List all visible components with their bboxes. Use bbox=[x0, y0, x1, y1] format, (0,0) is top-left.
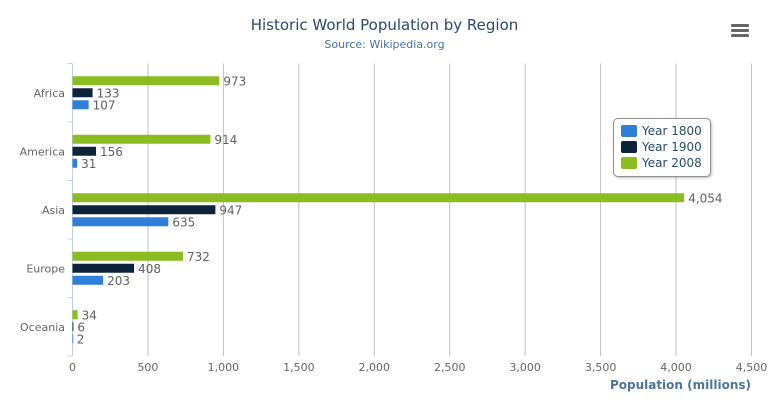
legend-swatch bbox=[621, 157, 637, 169]
x-tick-label: 2,000 bbox=[359, 361, 391, 374]
legend-swatch bbox=[621, 125, 637, 137]
bar bbox=[72, 193, 685, 203]
x-tick-label: 3,500 bbox=[585, 361, 617, 374]
bar bbox=[72, 251, 183, 261]
data-label: 2 bbox=[77, 332, 85, 346]
legend-item[interactable]: Year 2008 bbox=[621, 155, 710, 171]
chart-title: Historic World Population by Region bbox=[250, 16, 519, 34]
legend-swatch bbox=[621, 141, 637, 153]
data-label: 635 bbox=[172, 215, 195, 229]
x-tick-label: 3,000 bbox=[509, 361, 541, 374]
data-label: 133 bbox=[97, 86, 120, 100]
legend-item[interactable]: Year 1900 bbox=[621, 139, 710, 155]
x-tick-label: 1,500 bbox=[283, 361, 315, 374]
data-label: 156 bbox=[100, 145, 123, 159]
bar bbox=[72, 158, 78, 168]
data-label: 107 bbox=[93, 98, 116, 112]
data-label: 6 bbox=[77, 320, 85, 334]
bar bbox=[72, 134, 211, 144]
legend-label: Year 1900 bbox=[642, 140, 702, 154]
legend-label: Year 1800 bbox=[642, 124, 702, 138]
x-tick-label: 0 bbox=[69, 361, 76, 374]
data-label: 947 bbox=[219, 203, 242, 217]
legend: Year 1800 Year 1900 Year 2008 bbox=[613, 118, 711, 177]
data-label: 732 bbox=[187, 250, 210, 264]
bar bbox=[72, 88, 93, 98]
legend-label: Year 2008 bbox=[642, 156, 702, 170]
bar bbox=[72, 76, 220, 86]
data-label: 408 bbox=[138, 262, 161, 276]
x-axis-title: Population (millions) bbox=[610, 378, 751, 392]
data-label: 31 bbox=[81, 157, 96, 171]
bar bbox=[72, 146, 97, 156]
x-tick-label: 4,000 bbox=[660, 361, 692, 374]
bar bbox=[72, 334, 74, 344]
bar bbox=[72, 310, 78, 320]
data-label: 34 bbox=[82, 308, 97, 322]
bar bbox=[72, 100, 89, 110]
data-label: 973 bbox=[223, 74, 246, 88]
data-label: 203 bbox=[107, 274, 130, 288]
data-label: 4,054 bbox=[688, 191, 722, 205]
category-label: Europe bbox=[26, 262, 65, 275]
bar bbox=[72, 322, 74, 332]
x-tick-label: 500 bbox=[137, 361, 158, 374]
x-tick-label: 2,500 bbox=[434, 361, 466, 374]
bar bbox=[72, 275, 104, 285]
category-label: Oceania bbox=[20, 321, 65, 334]
x-tick-label: 1,000 bbox=[208, 361, 240, 374]
category-label: Africa bbox=[34, 87, 65, 100]
data-label: 914 bbox=[214, 133, 237, 147]
legend-item[interactable]: Year 1800 bbox=[621, 123, 710, 139]
category-label: America bbox=[20, 145, 65, 158]
bar bbox=[72, 217, 169, 227]
chart-subtitle: Source: Wikipedia.org bbox=[324, 38, 445, 51]
bar bbox=[72, 263, 135, 273]
x-tick-label: 4,500 bbox=[736, 361, 768, 374]
bar bbox=[72, 205, 216, 215]
category-label: Asia bbox=[42, 204, 65, 217]
hamburger-menu-icon[interactable] bbox=[731, 24, 749, 38]
